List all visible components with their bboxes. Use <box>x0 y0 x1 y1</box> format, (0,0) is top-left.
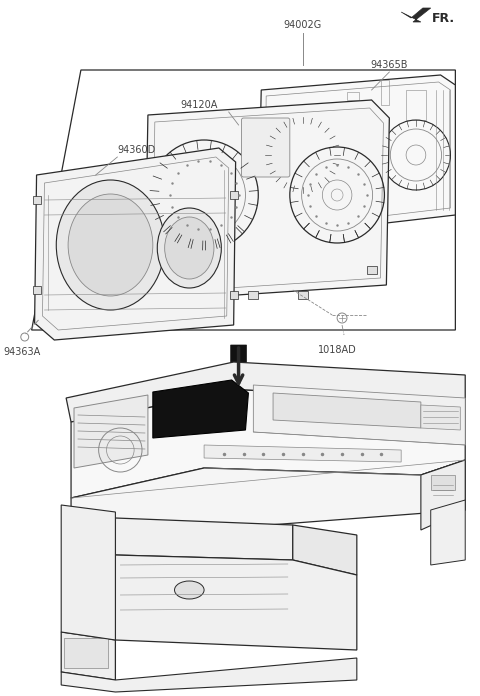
Polygon shape <box>71 390 465 498</box>
Bar <box>33 196 40 204</box>
Ellipse shape <box>56 180 165 310</box>
Polygon shape <box>421 460 465 530</box>
Polygon shape <box>115 555 357 650</box>
Text: 94363A: 94363A <box>3 347 40 357</box>
Polygon shape <box>153 380 249 438</box>
Text: 94120A: 94120A <box>180 100 218 110</box>
Polygon shape <box>224 345 253 395</box>
FancyBboxPatch shape <box>241 118 290 177</box>
Polygon shape <box>61 505 115 640</box>
Bar <box>33 286 40 294</box>
Ellipse shape <box>175 581 204 599</box>
Polygon shape <box>401 8 431 22</box>
Bar <box>406 90 426 120</box>
Text: FR.: FR. <box>432 12 456 24</box>
Polygon shape <box>66 362 465 422</box>
Bar <box>230 291 238 299</box>
Polygon shape <box>204 445 401 462</box>
Bar <box>249 291 258 299</box>
Text: 94365B: 94365B <box>371 60 408 70</box>
Ellipse shape <box>165 217 214 279</box>
Polygon shape <box>35 148 236 340</box>
Bar <box>347 92 359 100</box>
Polygon shape <box>145 100 389 300</box>
Polygon shape <box>431 500 465 565</box>
Polygon shape <box>258 75 456 235</box>
Bar <box>347 107 359 115</box>
Polygon shape <box>61 658 357 692</box>
Bar <box>64 638 108 668</box>
Polygon shape <box>115 518 293 560</box>
Text: 94360D: 94360D <box>118 145 156 155</box>
Polygon shape <box>71 460 465 530</box>
Bar <box>298 291 308 299</box>
Polygon shape <box>253 385 465 445</box>
Polygon shape <box>273 393 421 428</box>
Bar <box>230 191 238 199</box>
Ellipse shape <box>157 208 221 288</box>
Polygon shape <box>421 405 460 430</box>
Text: 1018AD: 1018AD <box>318 345 357 355</box>
Bar <box>155 236 165 244</box>
Bar <box>431 475 456 490</box>
Polygon shape <box>74 395 148 468</box>
Ellipse shape <box>68 194 153 296</box>
Bar <box>382 80 389 105</box>
Text: 94002G: 94002G <box>284 20 322 30</box>
Polygon shape <box>61 632 115 680</box>
Bar <box>367 266 376 274</box>
Polygon shape <box>293 525 357 575</box>
